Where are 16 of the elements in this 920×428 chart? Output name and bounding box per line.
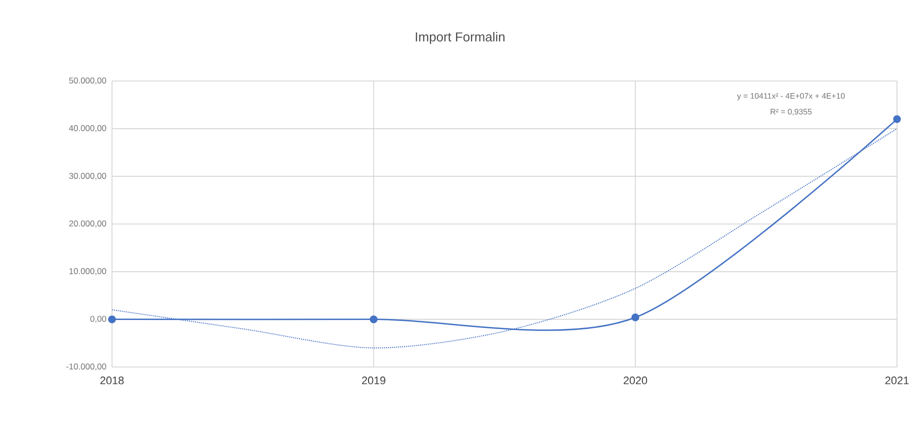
point <box>631 314 640 322</box>
y-tick-label: 30.000,00 <box>69 172 106 180</box>
y-tick-label: 0,00 <box>90 316 106 323</box>
x-tick-label: 2020 <box>624 376 648 384</box>
x-tick-label: 2018 <box>100 376 124 384</box>
x-tick-label: 2019 <box>362 376 386 384</box>
y-tick-label: 20.000,00 <box>69 220 106 228</box>
y-tick-label: -10.000,00 <box>66 364 106 370</box>
point <box>370 315 378 324</box>
point <box>893 115 901 124</box>
y-tick-label: 50.000,00 <box>69 78 106 84</box>
y-tick-label: 40.000,00 <box>68 125 106 132</box>
y-tick-label: 10.000,00 <box>69 268 106 276</box>
point <box>108 315 116 324</box>
chart-title: Import Formalin <box>416 32 504 44</box>
x-tick-label: 2021 <box>885 376 909 384</box>
